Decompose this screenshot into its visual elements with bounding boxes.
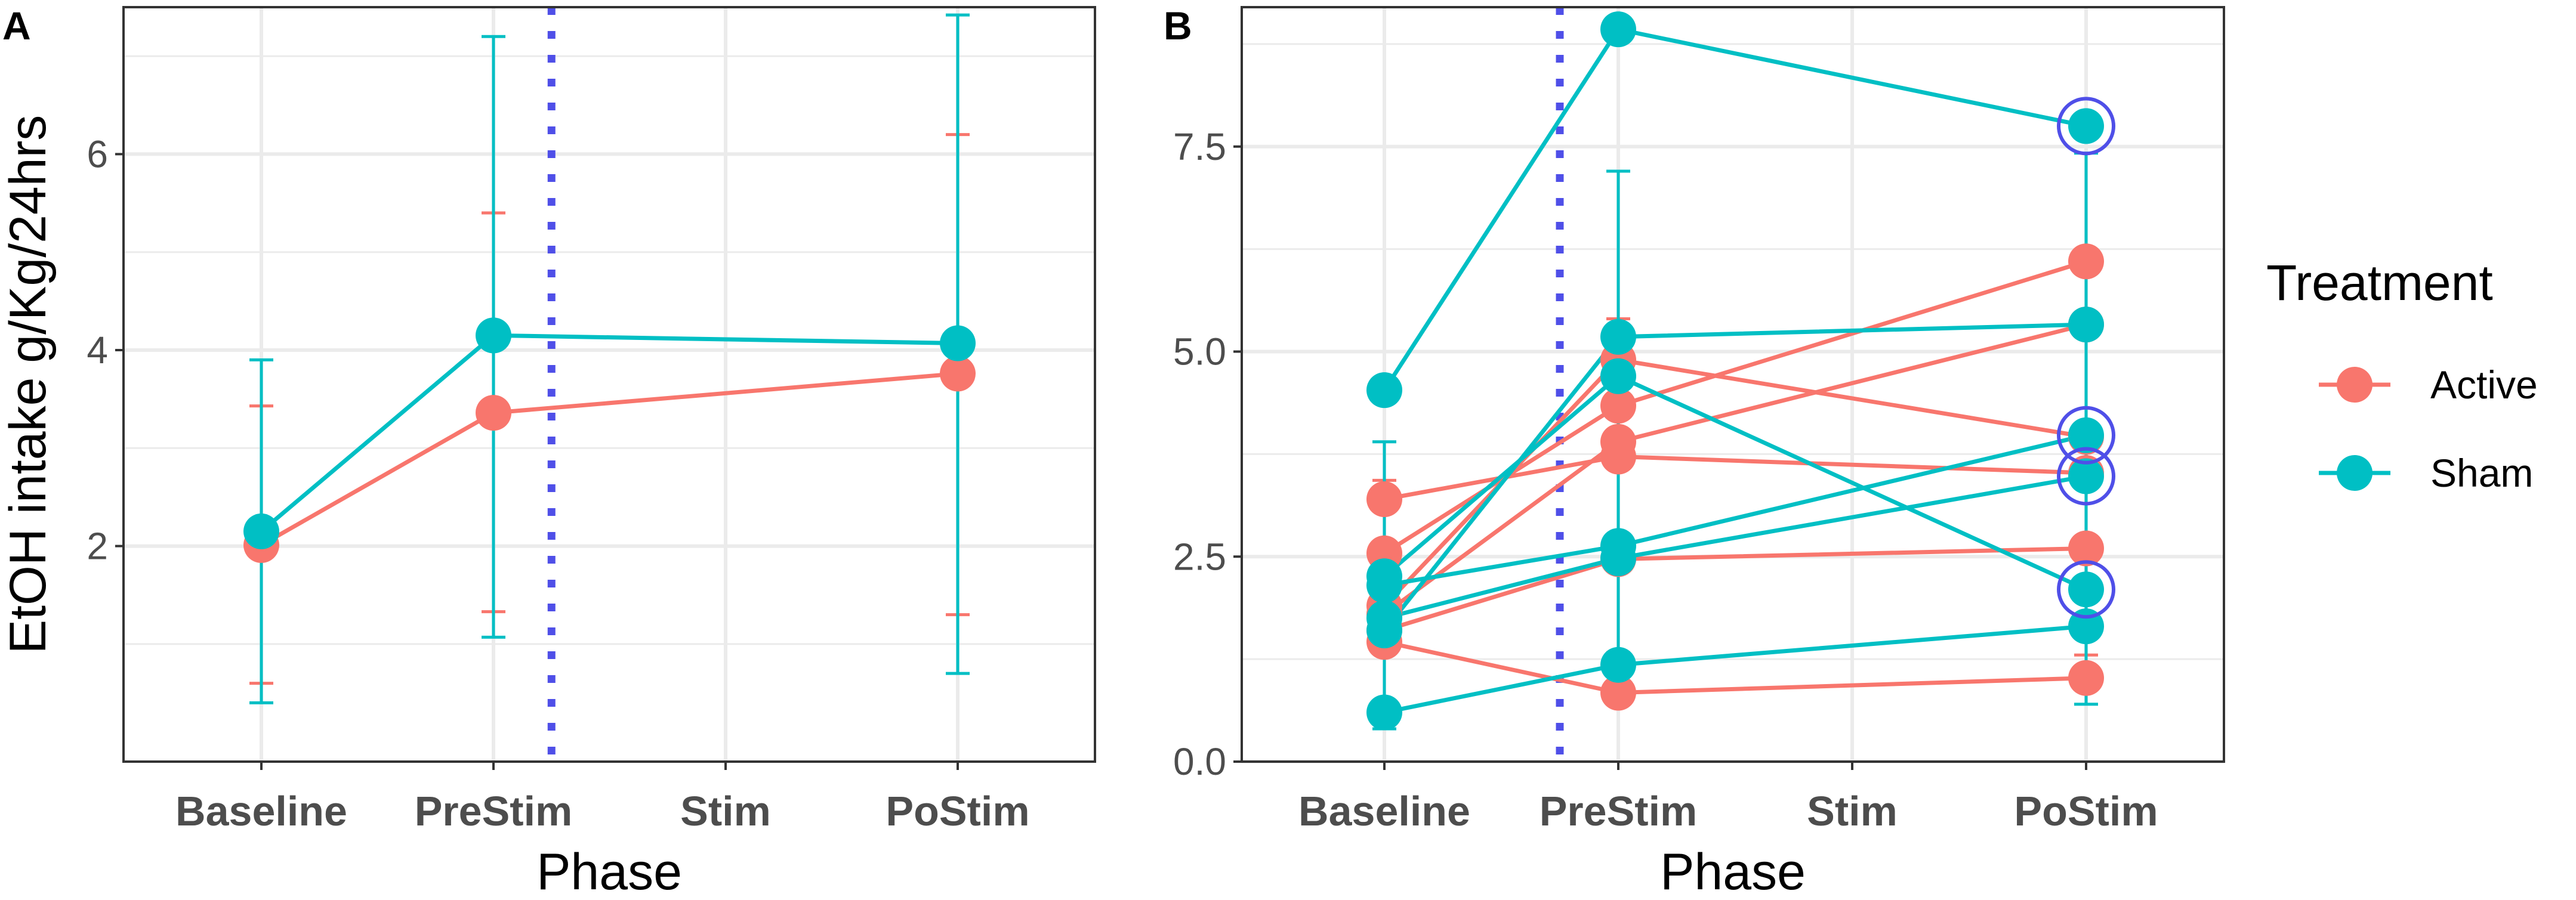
panel-a-frame xyxy=(122,6,1096,763)
panel-b-sham-highlight-circle xyxy=(2057,97,2115,156)
panel-a-points xyxy=(243,317,976,563)
b-y-tick-label: 0.0 xyxy=(1173,740,1226,783)
panel-a-sham-point xyxy=(940,325,976,361)
panel-b-sham-point xyxy=(1600,647,1636,683)
panel-a-x-axis-title: Phase xyxy=(536,843,682,900)
b-x-tick-label: Stim xyxy=(1807,788,1898,834)
panel-b-sham-point xyxy=(2068,571,2104,608)
panel-b-sham-point xyxy=(1366,613,1402,648)
panel-b-active-point xyxy=(1600,423,1636,460)
legend-label-active: Active xyxy=(2430,363,2538,407)
a-y-tick-label: 4 xyxy=(87,329,108,372)
panel-a-active-point xyxy=(476,395,511,431)
panel-b-active-point xyxy=(2068,243,2104,280)
panel-a-sham-line xyxy=(260,333,958,533)
panel-b-points xyxy=(1366,11,2104,731)
panel-b-sham-point xyxy=(2068,608,2104,645)
panel-b-active-point xyxy=(1600,675,1636,711)
panel-b-active-subject-line xyxy=(1384,639,2087,695)
panel-a-error-bars xyxy=(249,13,970,704)
b-x-tick-label: PreStim xyxy=(1540,788,1698,834)
panel-b-sham-point xyxy=(1600,540,1636,576)
panel-a-active-point xyxy=(940,355,976,392)
panel-a-y-ticks: 2 4 6 xyxy=(87,132,124,568)
panel-a-sham-point xyxy=(476,317,511,354)
panel-b-subject-lines xyxy=(1383,27,2087,715)
panel-b-active-point xyxy=(1600,388,1636,424)
panel-b-sham-point xyxy=(1600,11,1636,48)
panel-a-series-lines xyxy=(260,333,958,547)
panel-b-x-axis-title: Phase xyxy=(1660,843,1806,900)
panel-b: B 0.0 2.5 5.0 7.5 Baseline PreStim Stim PoStim… xyxy=(1164,4,2225,900)
panel-b-sham-point xyxy=(1600,318,1636,355)
panel-b-active-point xyxy=(1366,481,1402,517)
panel-a-x-ticks: Baseline PreStim Stim PoStim xyxy=(175,762,1030,834)
b-y-tick-label: 5.0 xyxy=(1173,330,1226,373)
panel-a-active-line xyxy=(260,371,958,547)
panel-b-active-subject-line xyxy=(1383,259,2087,555)
panel-b-y-ticks: 0.0 2.5 5.0 7.5 xyxy=(1173,125,1242,783)
panel-a-y-axis-title: EtOH intake g/Kg/24hrs xyxy=(0,115,57,654)
panel-b-frame xyxy=(1241,6,2225,763)
b-x-tick-label: Baseline xyxy=(1298,788,1470,834)
a-x-tick-label: PreStim xyxy=(415,788,573,834)
legend-entry-sham: Sham xyxy=(2319,451,2533,495)
panel-b-highlight-circles xyxy=(2057,97,2115,619)
legend-title: Treatment xyxy=(2266,255,2493,311)
panel-b-sham-subject-line xyxy=(1383,27,2087,392)
a-x-tick-label: PoStim xyxy=(886,788,1029,834)
panel-b-sham-point xyxy=(2068,417,2104,453)
panel-b-sham-subject-line xyxy=(1384,433,2087,587)
a-x-tick-label: Stim xyxy=(680,788,771,834)
panel-b-sham-point xyxy=(1366,694,1402,731)
panel-b-active-point xyxy=(2068,530,2104,567)
panel-b-sham-point xyxy=(1600,358,1636,394)
panel-a-sham-point xyxy=(243,513,279,549)
panel-b-sham-highlight-circle xyxy=(2057,447,2115,506)
panel-a: A 2 4 6 Baseline PreStim Stim PoStim Phase Et… xyxy=(0,4,1096,900)
legend-key-dot-active xyxy=(2337,367,2373,403)
panel-b-sham-highlight-circle xyxy=(2057,560,2115,619)
a-y-tick-label: 6 xyxy=(87,132,108,175)
panel-b-sham-point xyxy=(2068,458,2104,494)
panel-b-x-ticks: Baseline PreStim Stim PoStim xyxy=(1298,762,2158,834)
a-x-tick-label: Baseline xyxy=(175,788,347,834)
panel-b-sham-point xyxy=(1366,567,1402,604)
legend-key-dot-sham xyxy=(2337,455,2373,491)
panel-a-tag: A xyxy=(2,4,31,48)
legend-label-sham: Sham xyxy=(2430,451,2533,495)
panel-b-sham-point xyxy=(2068,108,2104,144)
legend-entry-active: Active xyxy=(2319,363,2538,407)
panel-b-sham-point xyxy=(2068,307,2104,343)
panel-b-tag: B xyxy=(1164,4,1192,48)
panel-b-sham-subject-line xyxy=(1384,624,2087,715)
b-y-tick-label: 7.5 xyxy=(1173,125,1226,168)
b-x-tick-label: PoStim xyxy=(2014,788,2158,834)
a-y-tick-label: 2 xyxy=(87,525,108,568)
legend: Treatment Active Sham xyxy=(2266,255,2538,495)
panel-b-active-point xyxy=(2068,660,2104,696)
panel-b-sham-point xyxy=(1366,372,1402,409)
panel-b-sham-highlight-circle xyxy=(2057,406,2115,465)
b-y-tick-label: 2.5 xyxy=(1173,535,1226,578)
